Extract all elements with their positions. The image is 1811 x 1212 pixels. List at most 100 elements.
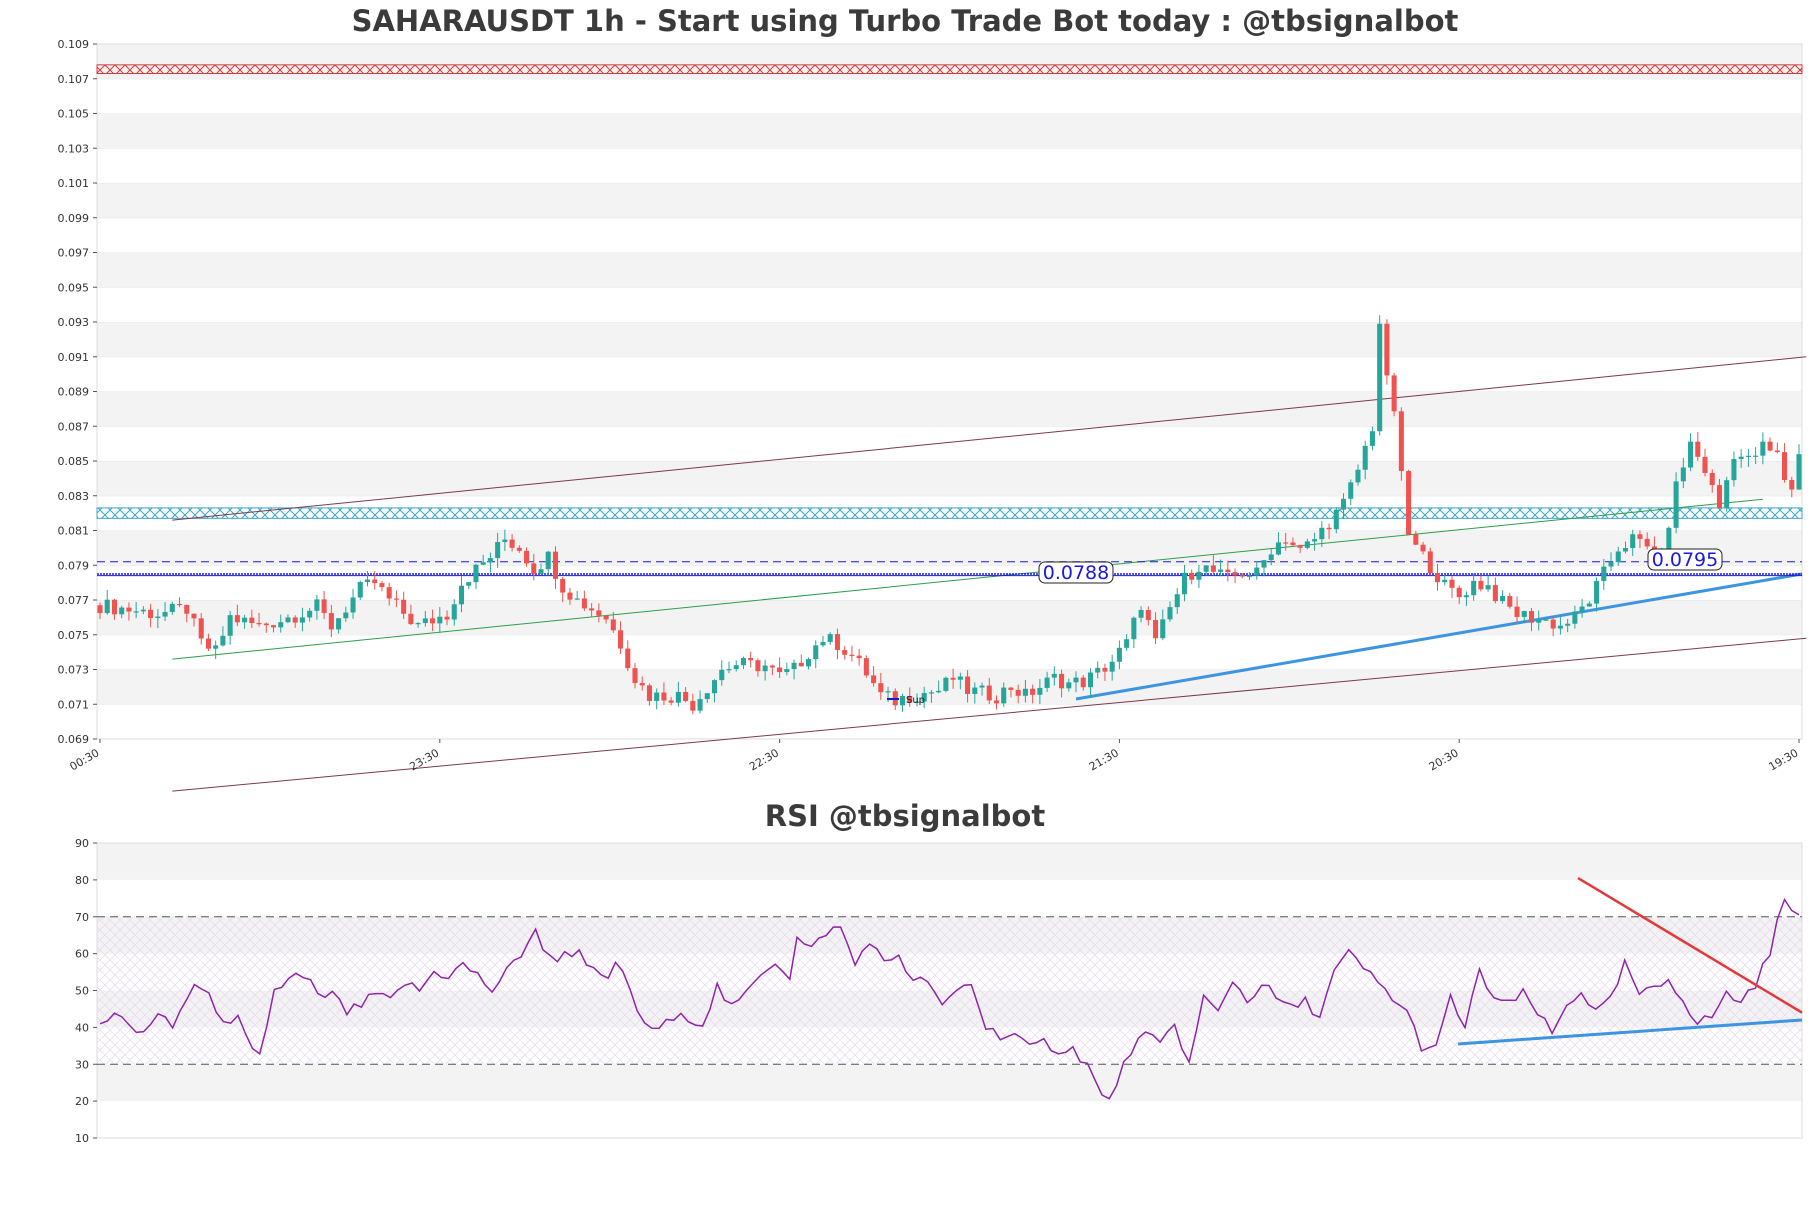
candle-up (1044, 677, 1050, 688)
candle-down (198, 618, 204, 639)
candle-up (654, 692, 660, 701)
candle-down (777, 667, 783, 673)
candle-up (1622, 548, 1629, 552)
candle-down (1782, 452, 1788, 480)
candle-up (1500, 596, 1506, 602)
candle-up (1369, 431, 1375, 446)
candle-up (1630, 534, 1636, 549)
y-tick-label: 0.075 (58, 629, 90, 642)
y-tick-label: 0.097 (58, 247, 90, 260)
candle-down (1102, 667, 1108, 672)
main-x-axis: 00:30 23:30 22:30 21:30 20:30 19:30 (68, 739, 1801, 773)
candle-up (740, 658, 746, 666)
rsi-y-axis: 10 20 30 40 50 60 70 80 90 (75, 837, 97, 1145)
candle-up (1594, 580, 1600, 604)
candle-down (1507, 596, 1513, 607)
candle-down (1695, 441, 1701, 457)
candle-down (292, 617, 298, 623)
rsi-grid-bands (97, 843, 1802, 1138)
candle-down (1478, 580, 1484, 590)
candle-up (1463, 595, 1469, 598)
grid-band (97, 252, 1802, 288)
candle-up (1073, 677, 1079, 683)
candle-up (972, 687, 978, 694)
candle-down (393, 598, 399, 600)
candle-down (748, 658, 754, 661)
rsi-chart-title: RSI @tbsignalbot (765, 799, 1046, 833)
candle-down (625, 648, 631, 669)
main-candles (97, 315, 1802, 715)
y-tick-label: 0.089 (58, 386, 90, 399)
rsi-lines (97, 876, 1803, 1100)
main-zones (96, 64, 1803, 519)
candle-down (191, 613, 197, 619)
candle-up (1167, 607, 1173, 620)
rsi-y-tick-label: 50 (75, 985, 89, 998)
y-tick-label: 0.101 (58, 177, 90, 190)
candle-up (480, 562, 486, 565)
candle-down (1644, 538, 1650, 547)
candle-down (1709, 472, 1715, 486)
candle-up (1565, 623, 1571, 626)
candle-down (1391, 375, 1397, 412)
candle-up (1203, 565, 1209, 572)
candle-up (712, 680, 718, 694)
candle-up (133, 611, 139, 613)
candle-up (502, 539, 508, 543)
rsi-grid-band (97, 879, 1802, 917)
grid-band (97, 669, 1802, 705)
candle-down (148, 609, 154, 619)
candle-down (878, 683, 884, 693)
candle-up (697, 699, 703, 711)
candle-up (1160, 619, 1166, 639)
candle-up (1268, 554, 1274, 561)
candle-down (1326, 527, 1332, 530)
candle-down (552, 551, 559, 579)
candle-down (683, 691, 689, 701)
rsi-y-tick-label: 10 (75, 1132, 89, 1145)
candle-up (1442, 579, 1448, 583)
candle-up (357, 582, 363, 598)
candle-up (451, 604, 457, 620)
legend-sup-label: Sup (906, 695, 925, 706)
candle-up (943, 677, 949, 691)
candle-down (993, 700, 1000, 704)
candle-down (950, 677, 956, 680)
y-tick-label: 0.083 (58, 490, 90, 503)
candle-up (473, 564, 479, 583)
level-badge-0788: 0.0788 (1038, 561, 1114, 584)
grid-band (97, 322, 1802, 357)
candle-up (285, 617, 291, 623)
candle-up (1586, 603, 1592, 607)
grid-band (97, 356, 1802, 392)
candle-up (921, 692, 927, 702)
candle-up (487, 558, 493, 563)
main-lines (97, 356, 1807, 792)
candle-up (1536, 619, 1542, 623)
candle-up (1319, 527, 1325, 540)
y-tick-label: 0.071 (58, 698, 90, 711)
candle-down (842, 650, 848, 655)
rsi-grid-band (97, 843, 1802, 880)
green-trend-line (172, 498, 1763, 660)
candle-up (1254, 567, 1260, 576)
candle-down (1716, 485, 1723, 509)
candle-up (1557, 625, 1563, 629)
candle-down (1210, 565, 1216, 572)
candle-down (986, 685, 992, 701)
grid-band (97, 183, 1802, 218)
candle-down (965, 676, 971, 694)
candle-up (1615, 551, 1621, 563)
candle-up (1138, 609, 1144, 618)
candle-down (1015, 689, 1021, 696)
y-tick-label: 0.095 (58, 281, 90, 294)
candle-down (610, 619, 616, 631)
candle-up (1745, 455, 1751, 457)
candle-up (307, 610, 313, 618)
candle-up (278, 622, 284, 628)
candle-down (1789, 479, 1795, 490)
candle-up (1340, 498, 1347, 510)
candle-down (1514, 606, 1520, 617)
candle-up (466, 582, 472, 586)
candle-up (762, 665, 768, 672)
